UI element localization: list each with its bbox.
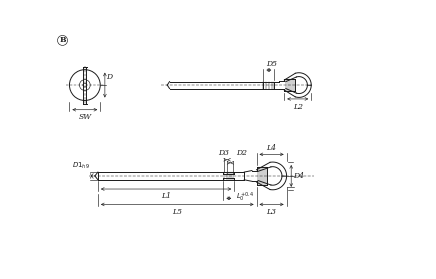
Text: D2: D2 [236, 150, 247, 157]
Text: $D1_{h9}$: $D1_{h9}$ [72, 161, 89, 171]
Text: L2: L2 [293, 103, 303, 111]
Text: L5: L5 [172, 208, 182, 215]
Text: B: B [59, 37, 66, 44]
Text: D: D [106, 73, 112, 81]
Text: L4: L4 [266, 144, 276, 152]
Text: $L_0^{+0.4}$: $L_0^{+0.4}$ [236, 191, 254, 204]
Text: D5: D5 [266, 60, 277, 68]
Text: SW: SW [78, 113, 92, 121]
Text: D3: D3 [218, 150, 229, 157]
Text: L1: L1 [161, 192, 171, 200]
Text: L3: L3 [266, 208, 276, 215]
Text: D4: D4 [293, 172, 304, 180]
